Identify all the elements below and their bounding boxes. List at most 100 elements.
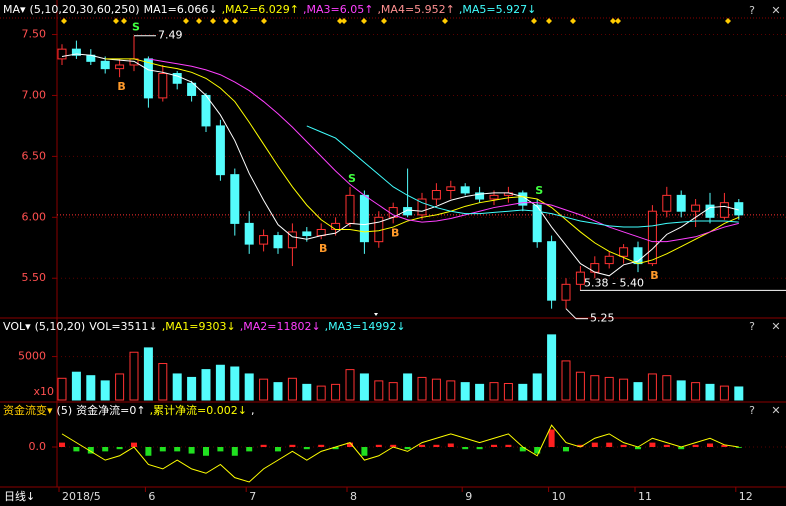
flow-bar: [577, 444, 584, 447]
flow-bar: [361, 447, 368, 456]
x-tick-label: 9: [465, 490, 472, 503]
candle-body: [691, 204, 701, 212]
panel-button[interactable]: ?: [749, 4, 755, 17]
flow-bar: [73, 447, 80, 452]
signal-label: B: [650, 269, 658, 282]
flow-bar: [433, 444, 440, 447]
flow-bar: [59, 442, 65, 447]
volume-bar: [475, 383, 485, 401]
header-text: ,MA3=6.05↑: [303, 3, 373, 16]
candle-body: [230, 174, 240, 224]
flow-bar: [476, 447, 483, 450]
volume-bar: [100, 380, 110, 401]
volume-bar: [604, 376, 614, 401]
candle-body: [705, 204, 715, 218]
unit-label: x10: [33, 385, 54, 398]
header-text: ,MA4=5.952↑: [377, 3, 454, 16]
flow-bar: [548, 429, 555, 447]
signal-label: B: [117, 80, 125, 93]
volume-bar: [734, 386, 744, 401]
flow-bar: [375, 444, 382, 447]
volume-bar: [244, 373, 254, 401]
x-tick-label: 12: [739, 490, 753, 503]
flow-bar: [102, 447, 109, 452]
cumulative-line: [61, 424, 739, 483]
panel-button[interactable]: ✕: [771, 4, 780, 17]
volume-bar: [115, 373, 125, 401]
x-tick-label: 7: [249, 490, 256, 503]
volume-bar: [590, 375, 600, 401]
flow-bar: [303, 447, 310, 450]
flow-bar: [87, 447, 94, 454]
flow-bar: [649, 442, 656, 447]
candle-body: [143, 58, 153, 99]
range-label: 5.38 - 5.40: [584, 276, 644, 289]
volume-bar: [374, 380, 384, 401]
volume-bar: [676, 380, 686, 401]
flow-bar: [217, 447, 224, 452]
header-text: (5,10,20,30,60,250): [30, 3, 140, 16]
header-text: MA1=6.066↓: [144, 3, 218, 16]
cursor-marker: [374, 313, 378, 316]
candle-body: [676, 194, 686, 212]
ma-line: [61, 53, 739, 277]
flow-bar: [620, 444, 627, 447]
volume-bar: [172, 373, 182, 401]
candle-body: [647, 210, 657, 265]
header-text: (5,10,20): [35, 320, 86, 333]
candle-body: [287, 231, 297, 249]
signal-label: S: [348, 172, 356, 185]
volume-bar: [532, 373, 542, 401]
flow-bar: [505, 444, 512, 447]
volume-bar: [561, 360, 571, 401]
flow-bar: [635, 447, 641, 450]
annotation-leader: [565, 308, 577, 320]
volume-bar: [316, 385, 326, 401]
candle-body: [719, 202, 729, 218]
flow-bar: [663, 444, 670, 447]
y-tick-label: 5.50: [22, 271, 47, 284]
flow-bar: [491, 444, 497, 447]
x-tick-label: 6: [148, 490, 155, 503]
flow-bar: [131, 442, 137, 447]
candle-body: [475, 192, 485, 200]
flow-bar: [332, 447, 339, 450]
volume-bar: [691, 382, 701, 401]
volume-bar: [388, 382, 398, 401]
flow-bar: [174, 447, 181, 452]
panel-button[interactable]: ✕: [771, 320, 780, 333]
panel-button[interactable]: ?: [749, 404, 755, 417]
volume-bar: [273, 382, 283, 401]
panel-button[interactable]: ✕: [771, 404, 780, 417]
panel-button[interactable]: ?: [749, 320, 755, 333]
header-text: (5): [57, 404, 73, 417]
candle-body: [489, 194, 499, 200]
flow-bar: [606, 442, 613, 447]
candle-body: [619, 247, 629, 257]
volume-bar: [633, 382, 643, 401]
volume-bar: [417, 376, 427, 401]
candle-body: [446, 186, 456, 191]
volume-bar: [201, 369, 211, 401]
flow-bar: [404, 447, 411, 450]
volume-bar: [187, 376, 197, 401]
volume-bar: [619, 378, 629, 401]
volume-bar: [575, 371, 585, 401]
header-text: ,MA2=11802↓: [240, 320, 321, 333]
ma-line: [306, 125, 739, 228]
volume-bar: [719, 385, 729, 401]
candle-body: [302, 231, 312, 237]
candle-body: [215, 125, 225, 176]
volume-bar: [215, 364, 225, 401]
header-text: ,MA3=14992↓: [325, 320, 406, 333]
candle-body: [331, 222, 341, 230]
volume-bar: [57, 377, 67, 401]
flow-bar: [145, 447, 152, 456]
candle-body: [57, 48, 67, 60]
candle-body: [273, 235, 283, 249]
annotation-label: 7.49: [158, 29, 183, 42]
flow-bar: [260, 444, 267, 447]
volume-bar: [86, 375, 96, 401]
flow-bar: [721, 444, 728, 447]
ma-line: [148, 58, 739, 243]
